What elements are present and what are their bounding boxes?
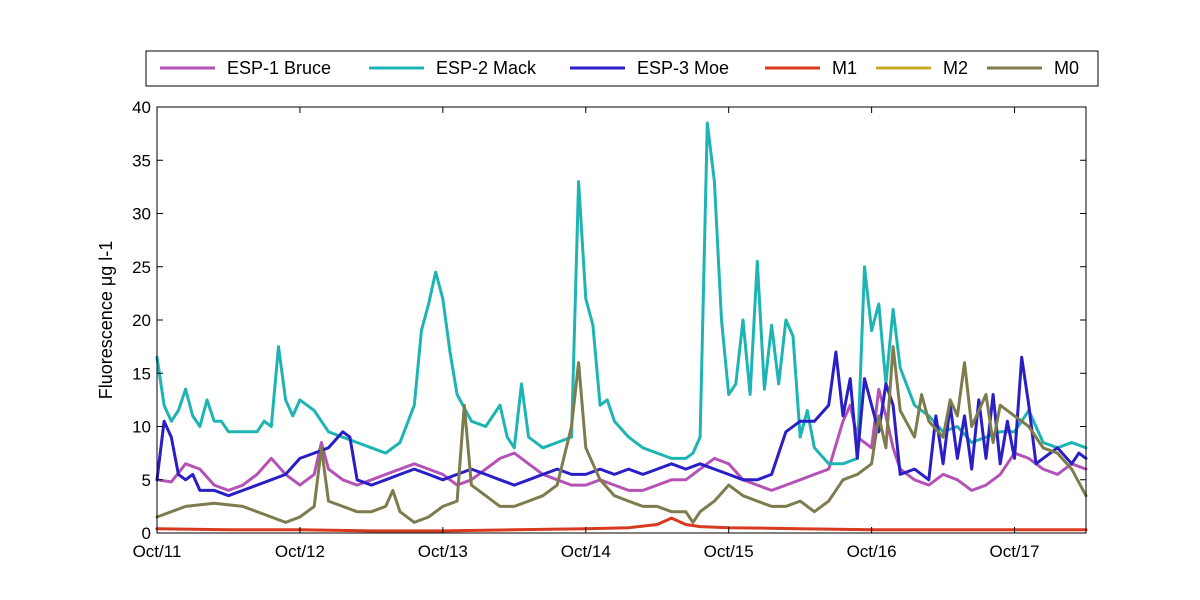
y-tick-label: 10 — [132, 418, 151, 437]
x-tick-label: Oct/12 — [275, 542, 325, 561]
series-line-esp-2-mack — [155, 121, 1088, 466]
legend-label: M2 — [943, 58, 968, 78]
legend-label: ESP-2 Mack — [436, 58, 537, 78]
series-line-esp-3-moe — [155, 350, 1088, 498]
x-tick-label: Oct/16 — [847, 542, 897, 561]
series-layer — [155, 121, 1088, 533]
y-axis-label: Fluorescence μg l-1 — [96, 241, 116, 399]
series-line-m0 — [155, 345, 1088, 524]
y-tick-label: 40 — [132, 98, 151, 117]
y-tick-label: 0 — [142, 524, 151, 543]
ticks-layer: 0 5 10 15 20 25 30 35 40 Oct/11 Oct/12 Oct/13 Oct/14… — [132, 98, 1086, 561]
legend-items: ESP-1 Bruce ESP-2 Mack ESP-3 Moe M1 M2 M0 — [160, 58, 1079, 78]
x-tick-label: Oct/13 — [418, 542, 468, 561]
x-tick-label: Oct/14 — [561, 542, 611, 561]
series-line-esp-1-bruce — [155, 387, 1088, 492]
x-tick-label: Oct/15 — [704, 542, 754, 561]
y-tick-label: 30 — [132, 205, 151, 224]
legend: ESP-1 Bruce ESP-2 Mack ESP-3 Moe M1 M2 M0 — [145, 50, 1099, 87]
legend-label: ESP-3 Moe — [637, 58, 729, 78]
y-tick-label: 25 — [132, 258, 151, 277]
y-tick-label: 5 — [142, 471, 151, 490]
legend-label: ESP-1 Bruce — [227, 58, 331, 78]
legend-label: M1 — [832, 58, 857, 78]
x-tick-label: Oct/17 — [989, 542, 1039, 561]
y-tick-label: 20 — [132, 311, 151, 330]
x-tick-label: Oct/11 — [133, 542, 182, 561]
y-tick-label: 15 — [132, 364, 151, 383]
legend-label: M0 — [1054, 58, 1079, 78]
y-tick-label: 35 — [132, 151, 151, 170]
series-line-m1 — [155, 516, 1088, 533]
